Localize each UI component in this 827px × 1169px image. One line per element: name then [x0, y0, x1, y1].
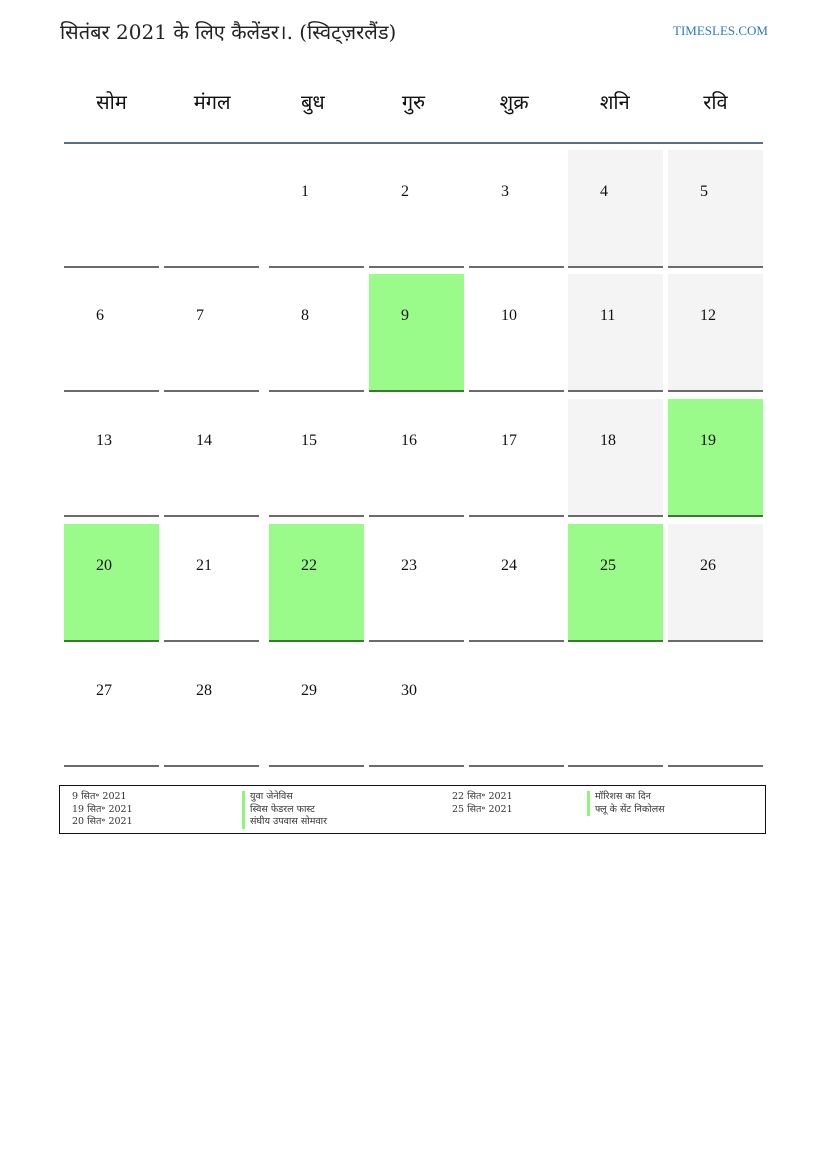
legend-date: 22 सित॰ 2021: [452, 791, 513, 802]
day-cell: [568, 649, 663, 767]
weekday-sun: रवि: [703, 90, 728, 114]
day-cell: 27: [64, 649, 159, 767]
day-number: 28: [196, 682, 212, 699]
day-number: 8: [301, 307, 309, 324]
day-number: 6: [96, 307, 104, 324]
day-cell: 23: [369, 524, 464, 642]
day-cell: 18: [568, 399, 663, 517]
day-cell: 25: [568, 524, 663, 642]
day-cell: 16: [369, 399, 464, 517]
day-cell: 15: [269, 399, 364, 517]
day-cell: 20: [64, 524, 159, 642]
day-number: 24: [501, 557, 517, 574]
day-cell: 11: [568, 274, 663, 392]
day-number: 17: [501, 432, 517, 449]
day-number: 27: [96, 682, 112, 699]
legend-dates-left: 9 सित॰ 2021 19 सित॰ 2021 20 सित॰ 2021: [72, 791, 133, 829]
day-number: 15: [301, 432, 317, 449]
day-number: 21: [196, 557, 212, 574]
day-cell: 29: [269, 649, 364, 767]
legend-date: 19 सित॰ 2021: [72, 803, 133, 815]
day-cell: [668, 649, 763, 767]
day-number: 14: [196, 432, 212, 449]
legend-holiday: युवा जेनेविस: [242, 791, 327, 804]
page-title: सितंबर 2021 के लिए कैलेंडर।. (स्विट्ज़रल…: [60, 20, 397, 44]
day-number: 11: [600, 307, 616, 324]
day-cell: 13: [64, 399, 159, 517]
header-divider: [64, 142, 763, 144]
day-number: 3: [501, 183, 509, 200]
day-number: 12: [700, 307, 716, 324]
day-cell: 22: [269, 524, 364, 642]
day-cell: 30: [369, 649, 464, 767]
legend-holiday: फ्लू के सेंट निकोलस: [587, 803, 665, 816]
day-number: 29: [301, 682, 317, 699]
weekday-thu: गुरु: [401, 90, 426, 114]
day-number: 22: [301, 557, 317, 574]
legend-names-left: युवा जेनेविस स्विस फेडरल फास्ट संघीय उपव…: [242, 791, 327, 829]
weekday-header: सोम मंगल बुध गुरु शुक्र शनि रवि: [64, 88, 763, 115]
legend-holiday: संघीय उपवास सोमवार: [242, 816, 327, 829]
legend-date: 20 सित॰ 2021: [72, 816, 133, 827]
day-number: 4: [600, 183, 608, 200]
weekday-mon: सोम: [96, 90, 127, 114]
weekday-wed: बुध: [300, 90, 325, 114]
legend-date: 25 सित॰ 2021: [452, 803, 513, 815]
day-cell: 28: [164, 649, 259, 767]
day-cell: 26: [668, 524, 763, 642]
day-number: 23: [401, 557, 417, 574]
day-number: 1: [301, 183, 309, 200]
legend-holiday: स्विस फेडरल फास्ट: [242, 803, 327, 816]
day-cell: 9: [369, 274, 464, 392]
weekday-tue: मंगल: [193, 90, 231, 114]
day-cell: [469, 649, 564, 767]
day-cell: 24: [469, 524, 564, 642]
day-cell: 12: [668, 274, 763, 392]
day-cell: [64, 150, 159, 268]
day-cell: 5: [668, 150, 763, 268]
weekday-sat: शनि: [599, 90, 630, 114]
day-number: 25: [600, 557, 616, 574]
day-number: 16: [401, 432, 417, 449]
day-cell: 7: [164, 274, 259, 392]
day-cell: 4: [568, 150, 663, 268]
day-cell: 3: [469, 150, 564, 268]
day-number: 18: [600, 432, 616, 449]
legend-date: 9 सित॰ 2021: [72, 791, 127, 802]
day-cell: 6: [64, 274, 159, 392]
legend-names-right: मॉरिशस का दिन फ्लू के सेंट निकोलस: [587, 791, 665, 816]
day-cell: 17: [469, 399, 564, 517]
day-number: 9: [401, 307, 409, 324]
holiday-legend: 9 सित॰ 2021 19 सित॰ 2021 20 सित॰ 2021 यु…: [59, 785, 766, 834]
day-cell: 19: [668, 399, 763, 517]
site-link[interactable]: TIMESLES.COM: [673, 23, 768, 38]
day-cell: 14: [164, 399, 259, 517]
day-number: 26: [700, 557, 716, 574]
legend-holiday: मॉरिशस का दिन: [587, 791, 665, 804]
weekday-fri: शुक्र: [499, 90, 529, 114]
day-number: 2: [401, 183, 409, 200]
day-number: 19: [700, 432, 716, 449]
day-number: 30: [401, 682, 417, 699]
day-cell: 2: [369, 150, 464, 268]
day-cell: 8: [269, 274, 364, 392]
day-cell: [164, 150, 259, 268]
day-cell: 1: [269, 150, 364, 268]
day-cell: 21: [164, 524, 259, 642]
day-number: 13: [96, 432, 112, 449]
day-number: 10: [501, 307, 517, 324]
day-number: 7: [196, 307, 204, 324]
day-cell: 10: [469, 274, 564, 392]
day-number: 20: [96, 557, 112, 574]
day-number: 5: [700, 183, 708, 200]
legend-dates-right: 22 सित॰ 2021 25 सित॰ 2021: [452, 791, 513, 816]
